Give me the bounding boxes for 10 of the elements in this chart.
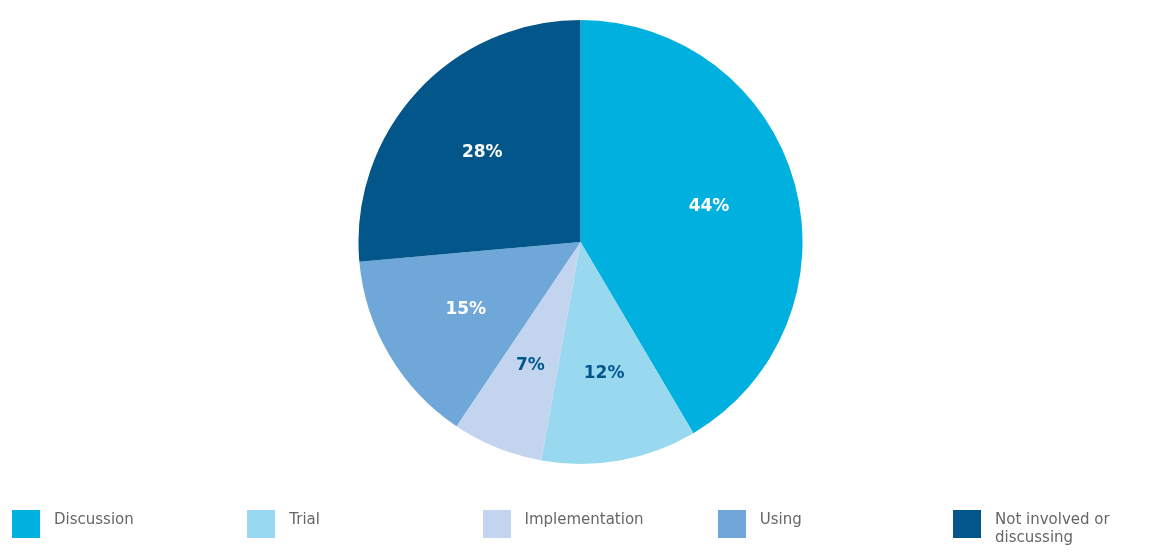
legend-label: Trial	[289, 510, 321, 528]
data-label: 15%	[445, 298, 487, 319]
legend-label: Not involved or discussing	[995, 510, 1111, 546]
data-label: 28%	[461, 140, 503, 161]
legend-label: Implementation	[524, 510, 645, 528]
legend-label: Using	[759, 510, 803, 528]
data-label: 12%	[583, 361, 625, 382]
legend-label: Discussion	[54, 510, 135, 528]
data-label: 44%	[688, 195, 730, 216]
data-label: 7%	[516, 353, 545, 374]
